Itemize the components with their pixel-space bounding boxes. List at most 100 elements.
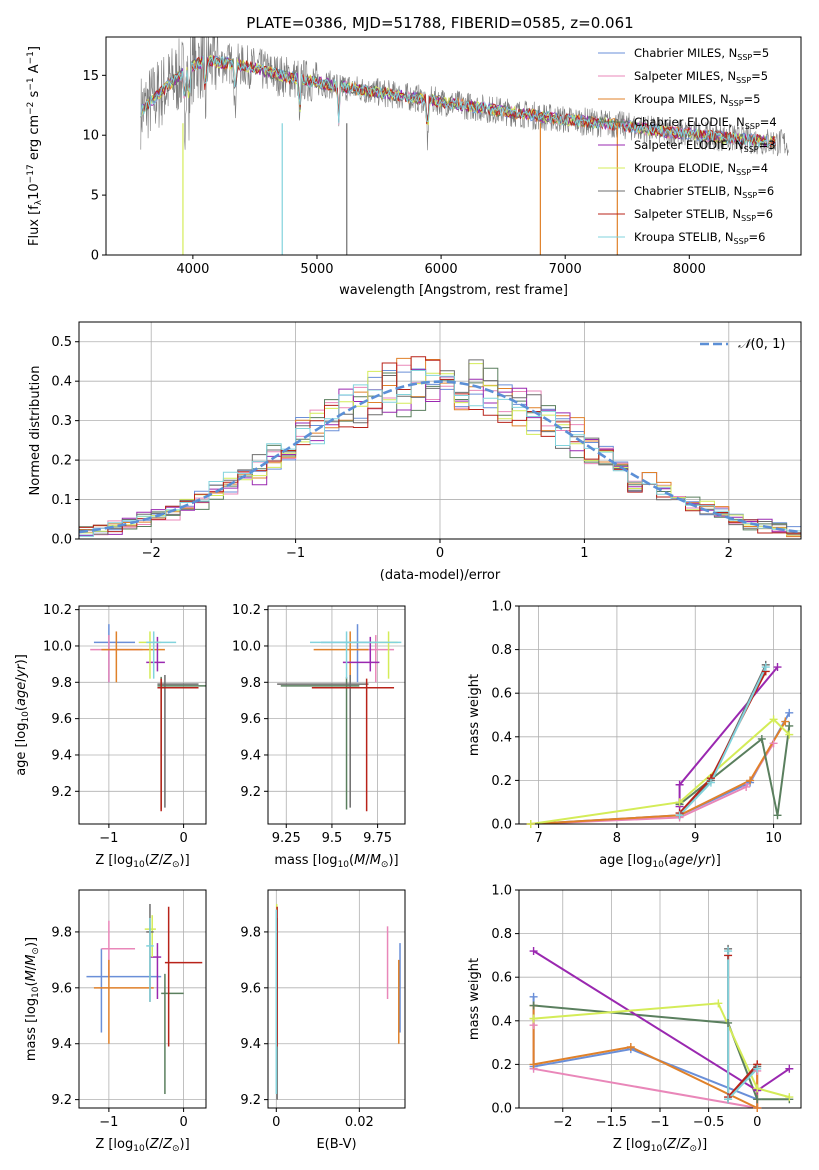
residuals-ylabel: Normed distribution — [28, 366, 43, 496]
weight_vs_age-series-line — [530, 742, 775, 824]
weight_vs_age-series-line — [530, 712, 791, 824]
age_vs_mass-frame — [267, 605, 406, 825]
legend-entry: Chabrier STELIB, NSSP=6 — [634, 184, 774, 200]
weight_vs_Z-point-marker — [626, 1042, 635, 1051]
residuals-ytick-label: 0.5 — [51, 335, 72, 350]
weight_vs_age-ylabel: mass weight — [467, 674, 482, 756]
mass_vs_EBV-xlabel: E(B-V) — [316, 1137, 356, 1152]
spectrum-xtick-label: 5000 — [300, 262, 333, 277]
weight_vs_Z-point-marker — [753, 1095, 762, 1104]
mass_vs_EBV-frame — [267, 889, 406, 1109]
weight_vs_age-xtick-label: 9 — [691, 831, 699, 846]
age_vs_mass-ytick-label: 9.8 — [240, 676, 261, 691]
weight_vs_Z-ytick-label: 0.4 — [491, 1014, 512, 1029]
age_vs_mass-ytick-label: 10.0 — [232, 639, 261, 654]
spectrum-xtick-label: 4000 — [176, 262, 209, 277]
age_vs_mass-xtick-label: 9.25 — [272, 831, 301, 846]
weight_vs_age-series-line — [530, 718, 790, 824]
weight_vs_Z-xtick-label: 0 — [753, 1115, 761, 1130]
mass_vs_Z-ytick-label: 9.4 — [51, 1037, 72, 1052]
residuals-xtick-label: 1 — [580, 546, 588, 561]
age_vs_mass-xtick-label: 9.5 — [322, 831, 343, 846]
residuals-xtick-label: −2 — [142, 546, 161, 561]
age_vs_Z-axes: −1 0 9.2 9.4 9.6 9.8 10.0 10.2 Z [log10(Z/Z⊙)] ag… — [14, 603, 207, 870]
weight_vs_Z-point-marker — [724, 947, 733, 956]
weight_vs_age-point-marker — [675, 780, 684, 789]
age_vs_Z-xlabel: Z [log10(Z/Z⊙)] — [95, 853, 189, 870]
weight_vs_age-ytick-label: 0.8 — [491, 643, 512, 658]
spectrum-ytick-label: 0 — [91, 249, 99, 264]
weight_vs_age-xtick-label: 10 — [765, 831, 782, 846]
spectrum-data-line — [140, 37, 789, 157]
age_vs_Z-ytick-label: 9.6 — [51, 712, 72, 727]
age_vs_mass-ytick-label: 9.4 — [240, 748, 261, 763]
weight_vs_Z-xtick-label: −0.5 — [693, 1115, 725, 1130]
weight_vs_Z-xtick-label: −1.5 — [596, 1115, 628, 1130]
age_vs_Z-ytick-label: 10.2 — [43, 603, 72, 618]
weight_vs_age-ytick-label: 1.0 — [491, 600, 512, 615]
weight_vs_Z-xtick-label: −1 — [650, 1115, 669, 1130]
weight_vs_age-point-marker — [742, 782, 751, 791]
weight_vs_age-ytick-label: 0.6 — [491, 687, 512, 702]
weight_vs_Z-ytick-label: 0.2 — [491, 1058, 512, 1073]
weight_vs_Z-xtick-label: −2 — [553, 1115, 572, 1130]
age_vs_Z-ytick-label: 10.0 — [43, 639, 72, 654]
weight_vs_age-point-marker — [785, 730, 794, 739]
residuals-ytick-label: 0.4 — [51, 375, 72, 390]
weight_vs_Z-ytick-label: 1.0 — [491, 884, 512, 899]
mass_vs_Z-xtick-label: 0 — [179, 1115, 187, 1130]
gaussian-legend-label: 𝒩(0, 1) — [738, 337, 785, 352]
age_vs_mass-ytick-label: 9.6 — [240, 712, 261, 727]
age_vs_mass-ytick-label: 10.2 — [232, 603, 261, 618]
weight_vs_Z-point-marker — [785, 1064, 794, 1073]
spectrum-xlabel: wavelength [Angstrom, rest frame] — [339, 283, 568, 298]
weight_vs_Z-point-marker — [753, 1064, 762, 1073]
spectrum-xtick-label: 8000 — [673, 262, 706, 277]
weight_vs_Z-ytick-label: 0.6 — [491, 971, 512, 986]
residuals-xtick-label: 2 — [725, 546, 733, 561]
weight_vs_age-point-marker — [773, 811, 782, 820]
legend-entry: Salpeter MILES, NSSP=5 — [634, 69, 768, 85]
age_vs_Z-plot-area — [90, 624, 206, 812]
weight_vs_age-point-marker — [769, 739, 778, 748]
age_vs_Z-ylabel: age [log10(age/yr)] — [14, 654, 31, 776]
weight_vs_Z-point-marker — [753, 1084, 762, 1093]
mass_vs_EBV-ytick-label: 9.2 — [240, 1093, 261, 1108]
weight_vs_age-frame — [518, 605, 802, 825]
spectrum-ytick-label: 15 — [82, 69, 99, 84]
weight_vs_age-point-marker — [769, 715, 778, 724]
residuals-ytick-label: 0.0 — [51, 533, 72, 548]
age_vs_Z-frame — [78, 605, 207, 825]
mass_vs_Z-plot-area — [86, 903, 203, 1095]
residuals-xlabel: (data-model)/error — [380, 568, 501, 583]
legend-entry: Salpeter ELODIE, NSSP=3 — [634, 138, 776, 154]
mass_vs_EBV-plot-area — [275, 903, 401, 1100]
legend-entry: Kroupa STELIB, NSSP=6 — [634, 230, 765, 246]
legend-entry: Chabrier ELODIE, NSSP=4 — [634, 115, 777, 131]
weight_vs_age-ytick-label: 0.2 — [491, 774, 512, 789]
weight_vs_age-series-line — [678, 725, 791, 816]
weight_vs_Z-axes: −2 −1.5 −1 −0.5 0 0.0 0.2 0.4 0.6 0.8 1.0 Z [log10(… — [467, 884, 802, 1154]
weight_vs_Z-series-line — [533, 1004, 790, 1101]
weight_vs_Z-plot-area — [532, 948, 790, 1108]
weight_vs_age-point-marker — [785, 708, 794, 717]
weight_vs_age-axes: 7 8 9 10 0.0 0.2 0.4 0.6 0.8 1.0 age [log10(age/yr… — [467, 600, 802, 870]
spectrum-frame — [105, 36, 802, 256]
spectrum-model-line — [140, 55, 776, 148]
mass_vs_Z-axes: −1 0 9.2 9.4 9.6 9.8 Z [log10(Z/Z⊙)] mass [log1… — [24, 889, 207, 1154]
age_vs_Z-xtick-label: 0 — [179, 831, 187, 846]
weight_vs_age-xtick-label: 8 — [613, 831, 621, 846]
weight_vs_Z-point-marker — [529, 992, 538, 1001]
weight_vs_Z-point-marker — [724, 1018, 733, 1027]
weight_vs_Z-xlabel: Z [log10(Z/Z⊙)] — [613, 1137, 707, 1154]
weight_vs_age-point-marker — [675, 798, 684, 807]
weight_vs_Z-ytick-label: 0.8 — [491, 927, 512, 942]
age_vs_Z-ytick-label: 9.4 — [51, 748, 72, 763]
weight_vs_age-point-marker — [785, 721, 794, 730]
age_vs_mass-axes: 9.25 9.5 9.75 9.2 9.4 9.6 9.8 10.0 10.2 mass [log… — [232, 603, 406, 870]
spectrum-xtick-label: 6000 — [425, 262, 458, 277]
weight_vs_age-point-marker — [746, 776, 755, 785]
weight_vs_age-series-line — [678, 664, 767, 816]
weight_vs_Z-point-marker — [529, 1014, 538, 1023]
